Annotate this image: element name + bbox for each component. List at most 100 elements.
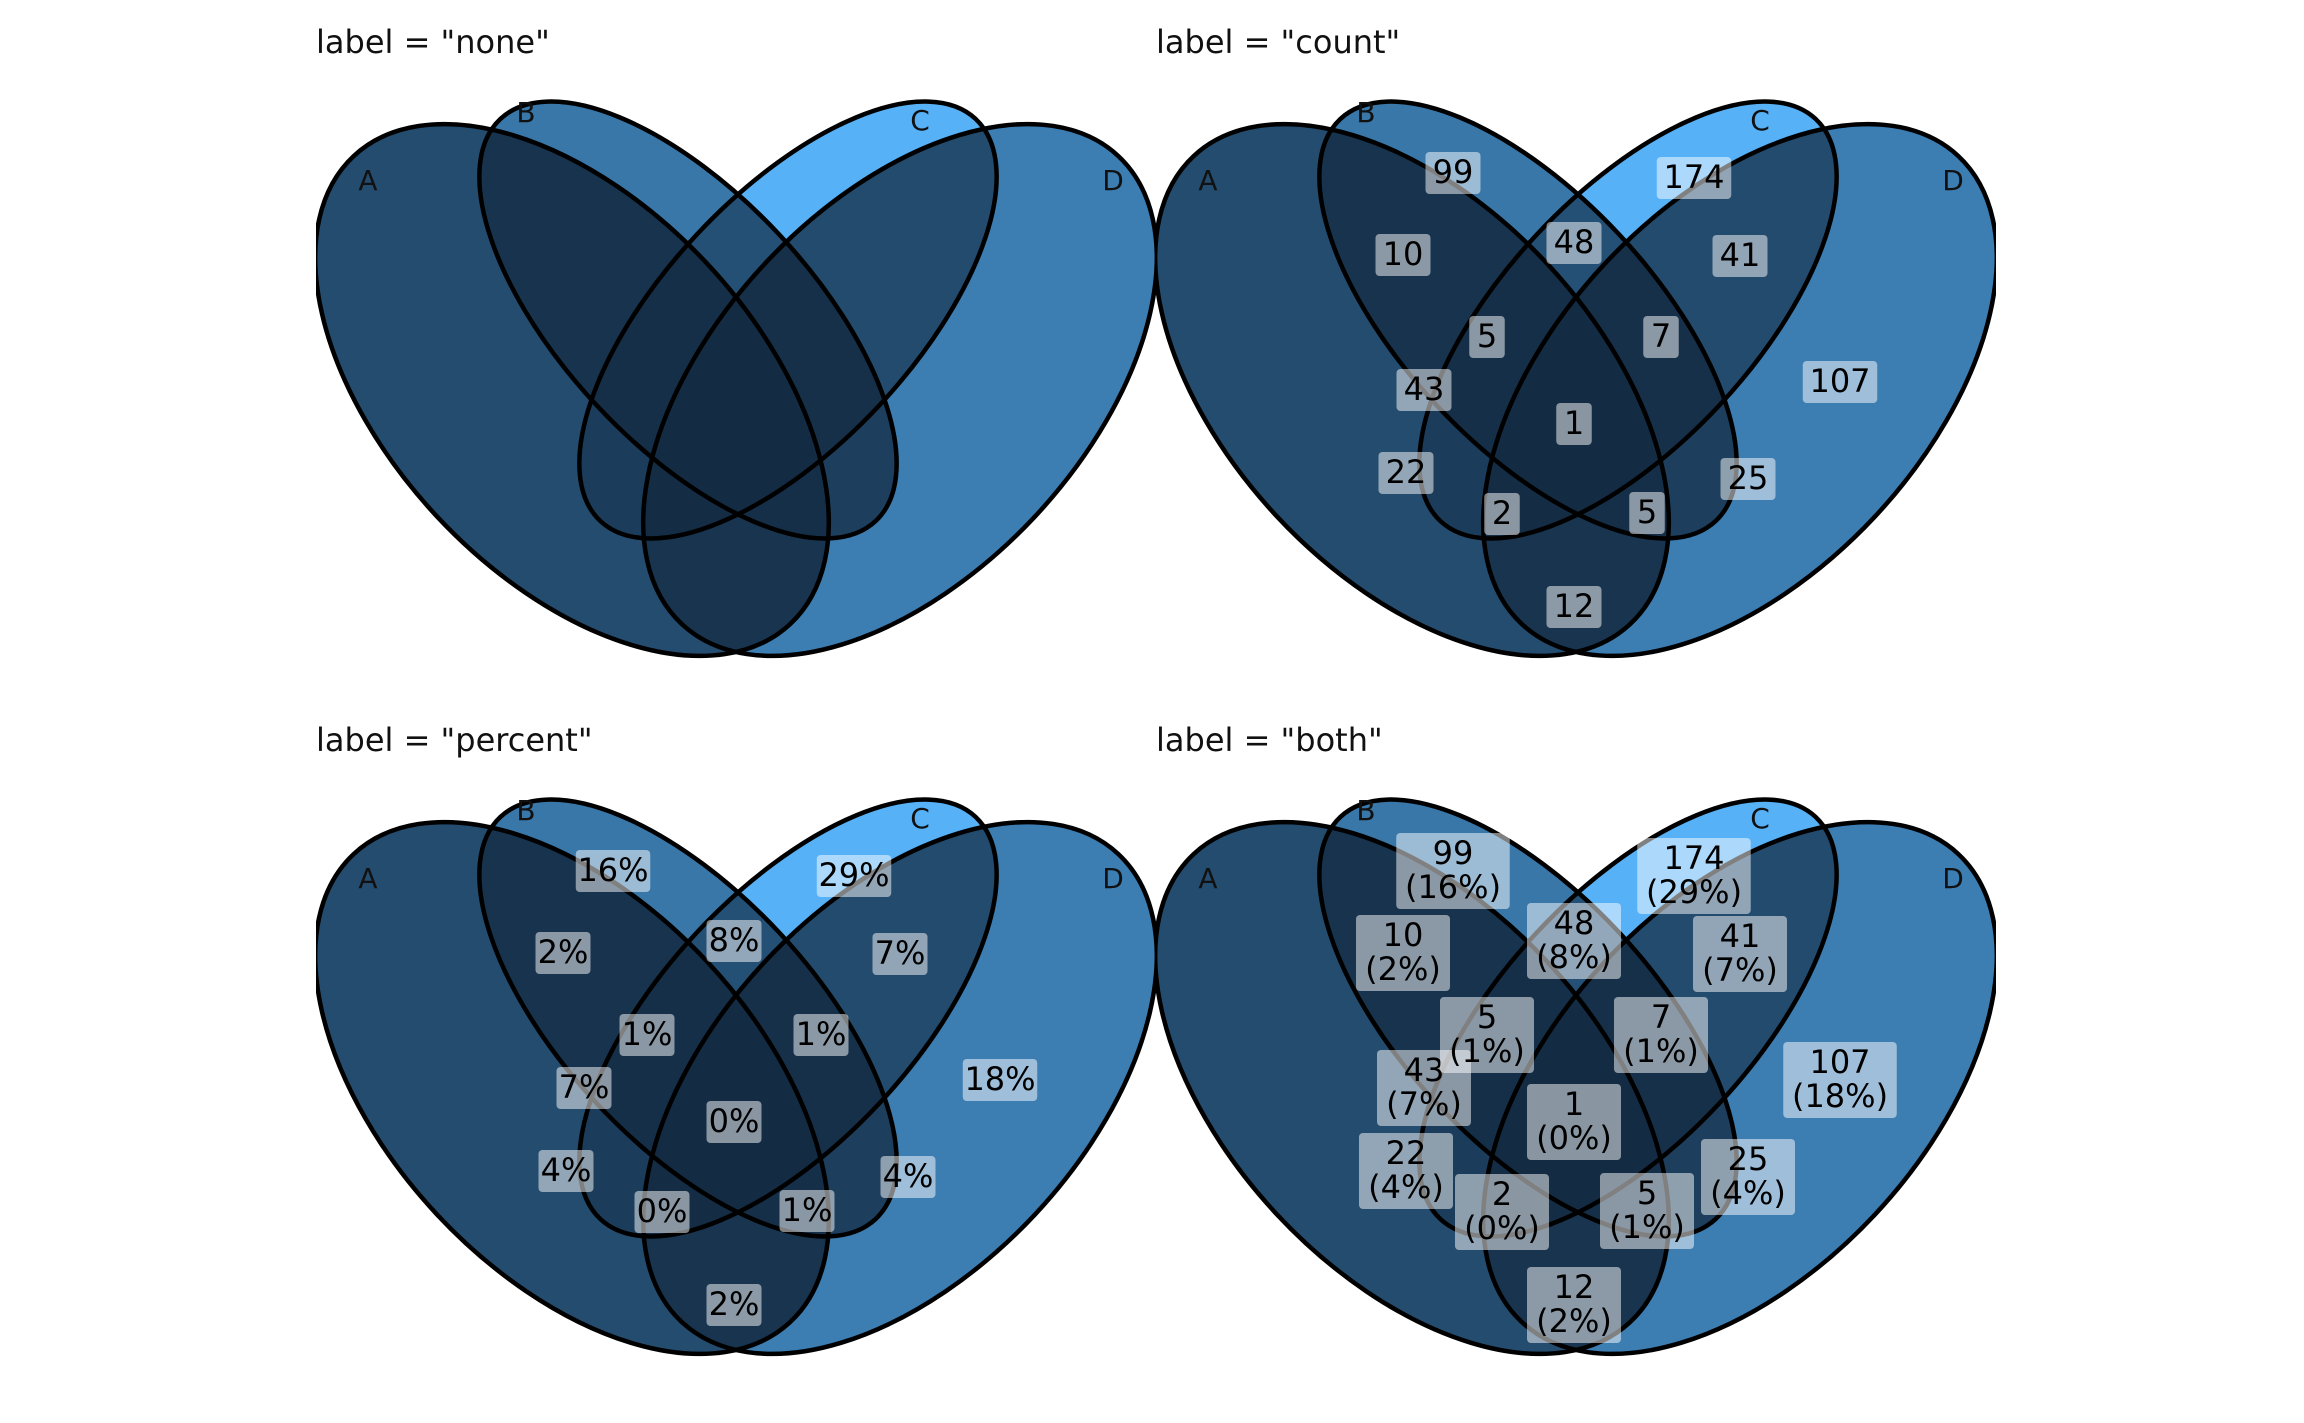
- set-label-D: D: [1102, 862, 1124, 895]
- set-ellipse-A: [316, 121, 832, 659]
- region-value-CD: 41: [1720, 917, 1761, 955]
- region-value-ABCD: 0%: [709, 1102, 760, 1140]
- region-value-BD: 4%: [883, 1157, 934, 1195]
- region-label-D: 18%: [962, 1059, 1038, 1101]
- region-value-BC: (8%): [1536, 938, 1612, 976]
- region-label-CD: 7%: [872, 933, 928, 975]
- region-value-BCD: 7: [1651, 317, 1671, 355]
- region-value-ACD: (0%): [1464, 1209, 1540, 1247]
- region-label-BC: 48: [1546, 222, 1602, 264]
- region-value-BCD: 1%: [796, 1015, 847, 1053]
- region-label-B: 99: [1425, 152, 1481, 194]
- region-value-ABC: 1%: [622, 1015, 673, 1053]
- region-label-BC: 48(8%): [1527, 903, 1621, 979]
- region-value-AB: 2%: [538, 933, 589, 971]
- region-label-A: 43: [1396, 369, 1452, 411]
- region-label-B: 99(16%): [1396, 833, 1510, 909]
- region-label-ABC: 1%: [619, 1014, 675, 1056]
- region-value-BD: (4%): [1710, 1174, 1786, 1212]
- region-label-AD: 12: [1546, 586, 1602, 628]
- panel-title-percent: label = "percent": [316, 721, 593, 759]
- venn-panel-none: A B C D: [316, 90, 1156, 710]
- region-value-C: 29%: [818, 856, 889, 894]
- set-label-A: A: [1198, 862, 1217, 895]
- set-ellipse-A: [1156, 121, 1672, 659]
- set-label-C: C: [910, 104, 930, 137]
- region-label-ABC: 5: [1469, 316, 1505, 358]
- panel-title-none: label = "none": [316, 23, 550, 61]
- region-label-BD: 4%: [880, 1156, 936, 1198]
- region-value-BCD: 7: [1651, 998, 1671, 1036]
- region-value-AD: 12: [1554, 1268, 1595, 1306]
- region-value-BD: 25: [1728, 1140, 1769, 1178]
- region-value-ABC: (1%): [1449, 1032, 1525, 1070]
- region-label-C: 174: [1656, 157, 1732, 199]
- region-label-ACD: 2: [1484, 493, 1520, 535]
- set-label-A: A: [358, 164, 377, 197]
- region-value-C: 174: [1663, 158, 1724, 196]
- region-value-ACD: 0%: [637, 1192, 688, 1230]
- region-value-ABD: 1%: [782, 1191, 833, 1229]
- venn-panel-percent: A B C D 7% 16% 29% 18% 2% 8% 7% 1% 1% 0% 4% 4% 0% 1% 2%: [316, 788, 1156, 1408]
- region-value-AB: 10: [1383, 235, 1424, 273]
- region-label-D: 107(18%): [1783, 1042, 1897, 1118]
- set-label-A: A: [358, 862, 377, 895]
- region-label-ACD: 0%: [634, 1191, 690, 1233]
- region-value-ABCD: 1: [1564, 1085, 1584, 1123]
- set-ellipse-B: [477, 99, 899, 541]
- region-label-A: 7%: [556, 1067, 612, 1109]
- region-label-ABD: 1%: [779, 1190, 835, 1232]
- set-label-C: C: [1750, 802, 1770, 835]
- region-value-AC: 22: [1386, 1134, 1427, 1172]
- region-value-AD: 12: [1554, 587, 1595, 625]
- region-label-AB: 2%: [535, 932, 591, 974]
- region-value-AC: (4%): [1368, 1168, 1444, 1206]
- region-value-AC: 22: [1386, 453, 1427, 491]
- region-label-C: 29%: [816, 855, 892, 897]
- region-label-BD: 25: [1720, 458, 1776, 500]
- region-value-ABCD: 1: [1564, 404, 1584, 442]
- region-value-AB: 10: [1383, 916, 1424, 954]
- set-ellipse-D: [640, 819, 1156, 1357]
- region-value-C: 174: [1663, 839, 1724, 877]
- region-value-B: (16%): [1405, 868, 1501, 906]
- region-value-ABC: 5: [1477, 998, 1497, 1036]
- set-label-B: B: [516, 96, 535, 129]
- region-label-B: 16%: [575, 850, 651, 892]
- region-label-AD: 2%: [706, 1284, 762, 1326]
- set-label-A: A: [1198, 164, 1217, 197]
- region-label-ABCD: 1: [1556, 403, 1592, 445]
- set-ellipse-D: [1480, 121, 1996, 659]
- region-value-CD: 7%: [875, 934, 926, 972]
- region-label-D: 107: [1802, 361, 1878, 403]
- region-label-BCD: 7: [1643, 316, 1679, 358]
- region-label-AB: 10(2%): [1356, 915, 1450, 991]
- region-value-C: (29%): [1646, 873, 1742, 911]
- region-label-ABCD: 0%: [706, 1101, 762, 1143]
- region-value-CD: 41: [1720, 236, 1761, 274]
- region-label-AC: 22(4%): [1359, 1133, 1453, 1209]
- region-value-ABCD: (0%): [1536, 1119, 1612, 1157]
- region-label-ABD: 5: [1629, 492, 1665, 534]
- region-value-A: 7%: [559, 1068, 610, 1106]
- set-label-D: D: [1942, 862, 1964, 895]
- set-label-D: D: [1942, 164, 1964, 197]
- set-label-B: B: [1356, 96, 1375, 129]
- panel-title-both: label = "both": [1156, 721, 1383, 759]
- set-ellipse-D: [640, 121, 1156, 659]
- region-value-B: 99: [1433, 834, 1474, 872]
- region-value-CD: (7%): [1702, 951, 1778, 989]
- set-ellipse-A: [316, 819, 832, 1357]
- region-value-D: (18%): [1792, 1077, 1888, 1115]
- set-ellipse-C: [577, 797, 999, 1239]
- panel-title-count: label = "count": [1156, 23, 1401, 61]
- region-label-AC: 4%: [538, 1150, 594, 1192]
- region-label-BC: 8%: [706, 920, 762, 962]
- region-value-D: 107: [1809, 1043, 1870, 1081]
- set-label-B: B: [1356, 794, 1375, 827]
- region-label-ABD: 5(1%): [1600, 1173, 1694, 1249]
- region-value-B: 16%: [577, 851, 648, 889]
- region-value-BD: 25: [1728, 459, 1769, 497]
- region-label-CD: 41: [1712, 235, 1768, 277]
